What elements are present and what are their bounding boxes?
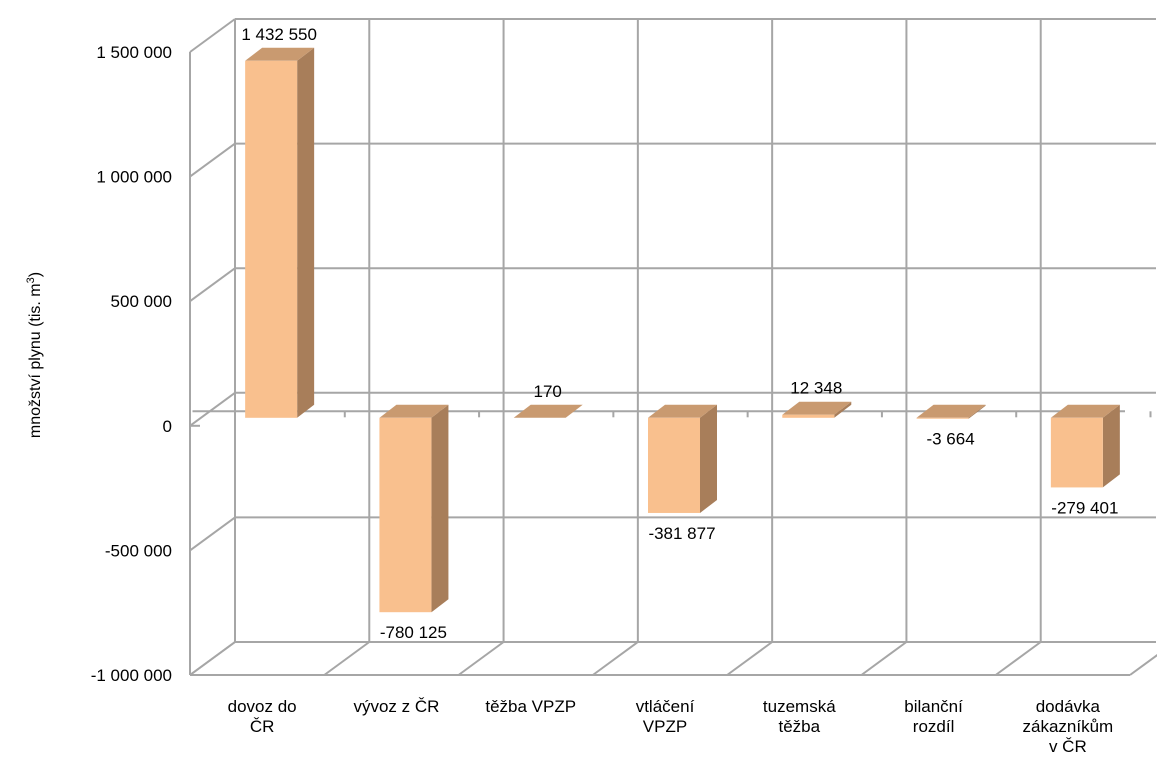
bar-top xyxy=(916,404,986,418)
grid-lines xyxy=(189,18,1157,676)
data-label: -279 401 xyxy=(1051,498,1118,517)
bar-side xyxy=(297,47,315,418)
data-label: -780 125 xyxy=(380,623,447,642)
gridline-side xyxy=(189,516,236,552)
bar-top xyxy=(379,404,449,418)
bar xyxy=(245,47,315,418)
gridline-floor xyxy=(860,641,908,676)
y-tick-label: 1 000 000 xyxy=(96,168,172,187)
data-labels: 1 432 550 -780 125 170 -381 877 12 348 -3 664… xyxy=(241,25,1118,642)
bar-top xyxy=(1050,404,1120,418)
y-tick-labels: 1 500 000 1 000 000 500 000 0 -500 000 -1 000… xyxy=(91,43,172,685)
bar-side xyxy=(1102,404,1120,488)
axes xyxy=(189,52,1152,675)
gridline-floor xyxy=(323,641,370,676)
bar xyxy=(916,404,986,419)
data-label: -3 664 xyxy=(926,430,974,449)
bar-front xyxy=(648,417,700,513)
bar-front xyxy=(379,417,432,613)
category-label: dodávka zákazníkům v ČR xyxy=(1023,697,1114,756)
y-tick-label: 1 500 000 xyxy=(96,43,172,62)
data-label: 170 xyxy=(534,382,562,401)
bar-front xyxy=(782,414,835,418)
category-label: bilanční rozdíl xyxy=(904,697,963,736)
gridline-floor xyxy=(726,641,773,676)
gridline-side xyxy=(189,391,236,427)
bars xyxy=(245,47,1120,613)
gridline-floor xyxy=(189,641,236,676)
data-label: 1 432 550 xyxy=(241,25,317,44)
category-label: těžba VPZP xyxy=(485,697,576,716)
bar-front xyxy=(916,417,969,419)
bar-top xyxy=(245,47,315,61)
gridline-side xyxy=(189,267,236,303)
gridline-floor xyxy=(457,641,505,676)
bar-side xyxy=(700,404,717,513)
gridline-side xyxy=(189,142,236,178)
category-label: tuzemská těžba xyxy=(763,697,836,736)
bar-top xyxy=(513,404,583,418)
category-labels: dovoz do ČR vývoz z ČR těžba VPZP vtláčení VP… xyxy=(228,697,1114,756)
category-label: vtláčení VPZP xyxy=(636,697,695,736)
bar-side xyxy=(431,404,449,613)
gridline-floor xyxy=(1129,653,1157,676)
bar-front xyxy=(1050,417,1103,488)
category-label: dovoz do ČR xyxy=(228,697,297,736)
bar-top xyxy=(648,404,717,418)
bar-side xyxy=(968,404,986,419)
bar xyxy=(1050,404,1120,488)
y-tick-label: 500 000 xyxy=(111,292,172,311)
category-label: vývoz z ČR xyxy=(353,697,439,716)
y-tick-label: -1 000 000 xyxy=(91,666,172,685)
bar xyxy=(513,404,583,418)
bar-side xyxy=(834,401,852,418)
y-tick-label: -500 000 xyxy=(105,541,172,560)
y-axis-title: množství plynu (tis. m3) xyxy=(25,272,44,438)
bar-side xyxy=(565,404,583,418)
data-label: -381 877 xyxy=(648,524,715,543)
bar xyxy=(379,404,449,613)
gridline-floor xyxy=(592,641,639,676)
data-label: 12 348 xyxy=(790,379,842,398)
y-tick-label: 0 xyxy=(163,417,172,436)
gridline-floor xyxy=(995,641,1042,676)
bar-front xyxy=(245,60,298,418)
bar xyxy=(782,401,852,418)
bar xyxy=(648,404,717,513)
gridline-side xyxy=(189,18,236,53)
bar-top xyxy=(782,401,852,415)
